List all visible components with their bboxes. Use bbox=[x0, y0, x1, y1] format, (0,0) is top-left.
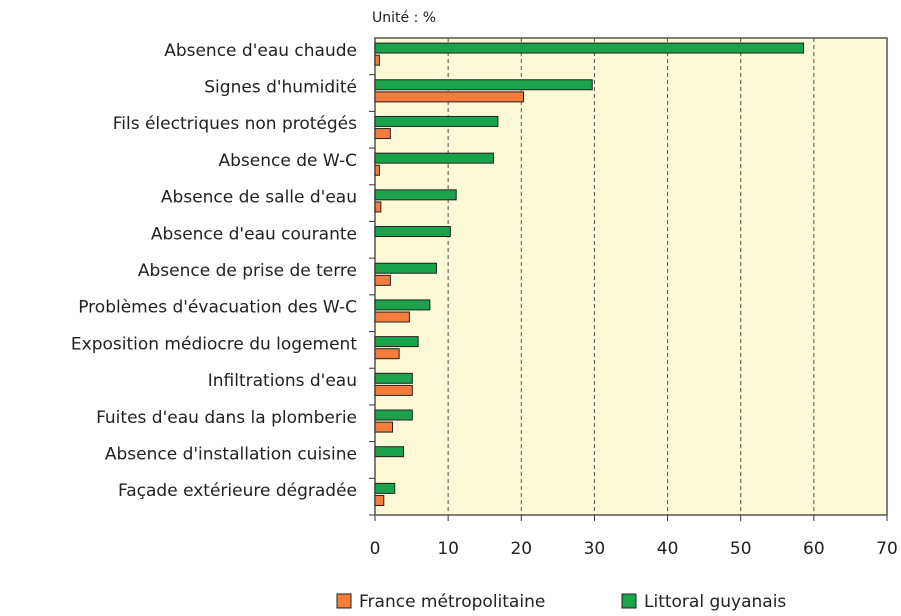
x-tick-label: 20 bbox=[510, 539, 532, 559]
category-label: Absence d'installation cuisine bbox=[105, 444, 357, 464]
x-tick-label: 60 bbox=[803, 539, 825, 559]
category-label: Signes d'humidité bbox=[204, 78, 357, 98]
bar bbox=[374, 421, 394, 433]
bar bbox=[374, 164, 380, 176]
legend-swatch bbox=[621, 593, 637, 609]
category-label: Façade extérieure dégradée bbox=[118, 481, 357, 501]
category-label: Fils électriques non protégés bbox=[113, 114, 357, 134]
bar bbox=[374, 79, 593, 91]
bar bbox=[374, 262, 437, 274]
category-label: Absence de salle d'eau bbox=[161, 188, 357, 208]
bar bbox=[374, 115, 499, 127]
bar bbox=[374, 446, 405, 458]
bar bbox=[374, 91, 524, 103]
x-tick-label: 50 bbox=[730, 539, 752, 559]
bar bbox=[374, 189, 457, 201]
bar bbox=[374, 348, 400, 360]
x-tick-label: 40 bbox=[657, 539, 679, 559]
bar bbox=[374, 311, 410, 323]
bar bbox=[374, 201, 382, 213]
category-label: Fuites d'eau dans la plomberie bbox=[96, 408, 357, 428]
bar bbox=[374, 226, 451, 238]
legend-label: France métropolitaine bbox=[359, 592, 545, 612]
bar bbox=[374, 299, 431, 311]
bar bbox=[374, 152, 494, 164]
category-label: Exposition médiocre du logement bbox=[71, 334, 357, 354]
bar bbox=[374, 384, 413, 396]
category-label: Absence de W-C bbox=[219, 151, 358, 171]
x-tick-label: 30 bbox=[584, 539, 606, 559]
bar bbox=[374, 54, 380, 66]
category-label: Problèmes d'évacuation des W-C bbox=[78, 298, 357, 318]
category-label: Infiltrations d'eau bbox=[208, 371, 357, 391]
category-label: Absence d'eau courante bbox=[151, 224, 357, 244]
bar bbox=[374, 42, 805, 54]
unit-label: Unité : % bbox=[372, 10, 436, 26]
legend-label: Littoral guyanais bbox=[644, 592, 786, 612]
category-label: Absence d'eau chaude bbox=[164, 41, 357, 61]
bar bbox=[374, 372, 413, 384]
bar bbox=[374, 409, 413, 421]
plot-area bbox=[375, 38, 887, 515]
bar bbox=[374, 482, 396, 494]
bar bbox=[374, 336, 419, 348]
bar bbox=[374, 274, 391, 286]
x-tick-label: 70 bbox=[876, 539, 898, 559]
x-tick-label: 10 bbox=[437, 539, 459, 559]
bar bbox=[374, 494, 385, 506]
category-label: Absence de prise de terre bbox=[138, 261, 357, 281]
bar bbox=[374, 128, 391, 140]
x-tick-label: 0 bbox=[370, 539, 381, 559]
legend-swatch bbox=[336, 593, 352, 609]
